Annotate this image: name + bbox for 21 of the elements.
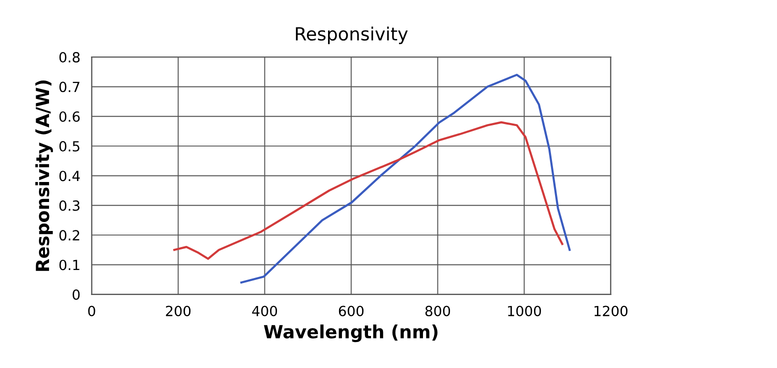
y-tick-label: 0.5 — [59, 141, 80, 152]
x-tick-label: 0 — [88, 306, 96, 316]
line-series — [240, 74, 571, 284]
y-tick-label: 0 — [72, 289, 80, 300]
y-axis-title: Responsivity (A/W) — [35, 80, 53, 271]
y-tick-label: 0.1 — [59, 260, 80, 270]
x-axis-title: Wavelength (nm) — [264, 324, 438, 342]
y-tick-label: 0.6 — [59, 111, 80, 122]
x-tick-label: 400 — [252, 306, 278, 316]
chart-title: Responsivity — [296, 26, 408, 44]
x-tick-label: 800 — [425, 306, 450, 316]
y-tick-label: 0.7 — [59, 82, 80, 92]
line-series — [173, 121, 564, 260]
y-tick-label: 0.3 — [59, 200, 80, 211]
x-tick-label: 1000 — [508, 306, 541, 316]
y-tick-label: 0.4 — [59, 170, 80, 182]
x-tick-label: 600 — [338, 306, 364, 316]
x-tick-label: 200 — [166, 306, 191, 316]
x-tick-label: 1200 — [594, 306, 628, 316]
y-tick-label: 0.8 — [59, 52, 80, 63]
y-tick-label: 0.2 — [59, 230, 80, 241]
